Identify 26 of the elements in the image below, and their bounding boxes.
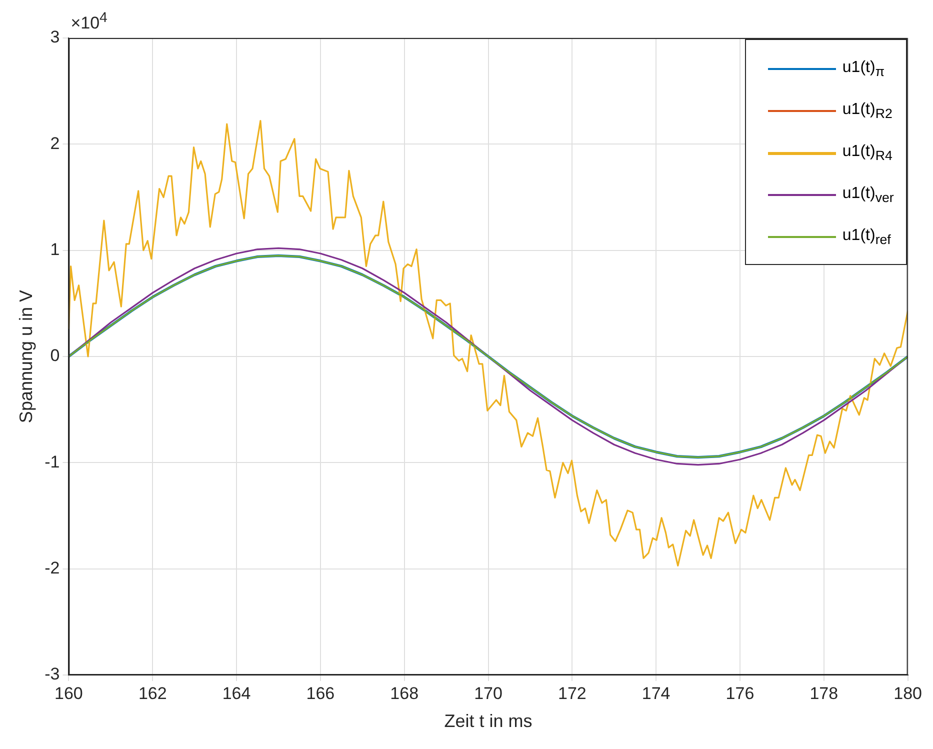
- x-tick-label: 180: [894, 684, 922, 703]
- y-tick-label: 3: [50, 28, 60, 47]
- x-tick-label: 160: [54, 684, 83, 703]
- x-tick-label: 170: [474, 684, 502, 703]
- y-tick-label: 2: [50, 134, 60, 153]
- y-axis-title: Spannung u in V: [16, 290, 36, 424]
- x-tick-label: 162: [138, 684, 167, 703]
- x-tick-label: 178: [810, 684, 838, 703]
- text: ×10$^{4}$: [70, 10, 108, 34]
- x-tick-label: 172: [558, 684, 586, 703]
- legend-label: u1(t)$_{R2}$: [842, 100, 892, 122]
- y-tick-label: -1: [44, 452, 60, 472]
- legend-label: u1(t)$_{ver}$: [842, 184, 894, 206]
- y-tick-label: 1: [50, 240, 60, 260]
- y-tick-label: -2: [44, 558, 60, 578]
- x-tick-label: 168: [390, 684, 419, 703]
- x-tick-label: 164: [222, 684, 251, 703]
- x-tick-label: 174: [642, 684, 670, 703]
- x-axis-title: Zeit t in ms: [444, 711, 532, 732]
- x-tick-label: 166: [306, 684, 335, 703]
- legend-label: u1(t)$_{π}$: [842, 58, 885, 80]
- legend-label: u1(t)$_{R4}$: [842, 142, 892, 164]
- y-tick-label: 0: [50, 346, 60, 366]
- legend-label: u1(t)$_{ref}$: [842, 226, 891, 248]
- x-tick-label: 176: [726, 684, 754, 703]
- y-tick-label: -3: [44, 664, 60, 684]
